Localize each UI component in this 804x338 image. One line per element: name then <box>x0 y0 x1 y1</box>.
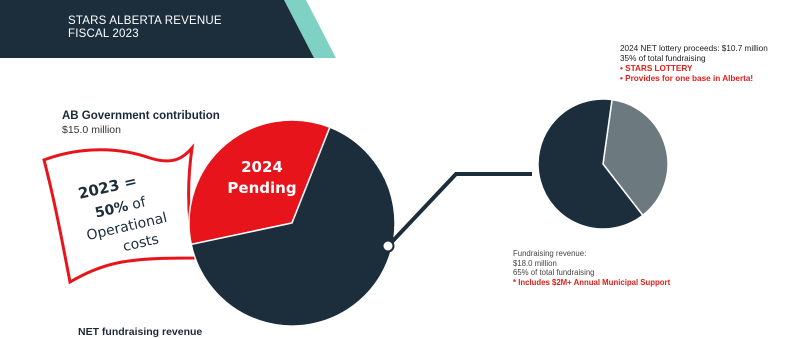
fund-line-1: Fundraising revenue: <box>513 249 587 258</box>
lottery-line-1: 2024 NET lottery proceeds: $10.7 million <box>620 44 768 53</box>
lottery-bullet-1: • STARS LOTTERY <box>620 64 693 73</box>
ab-government-value: $15.0 million <box>62 124 121 136</box>
title-line-2: FISCAL 2023 <box>68 28 139 40</box>
fundraising-annotation: Fundraising revenue: $18.0 million 65% o… <box>513 249 670 287</box>
net-fundraising-label: NET fundraising revenue <box>78 326 203 338</box>
title-line-1: STARS ALBERTA REVENUE <box>68 15 222 27</box>
header-shapes <box>0 0 336 58</box>
pie-slice-fundraising-revenue <box>537 98 644 230</box>
flag-pct: 50% <box>94 198 130 221</box>
header-navy-band <box>0 0 318 58</box>
pie-slice-net-fundraising-revenue <box>190 126 396 327</box>
ab-government-title: AB Government contribution <box>62 110 220 122</box>
flag-text-group: 2023 = 50% of Operational costs <box>76 172 168 255</box>
lottery-bullet-2: • Provides for one base in Alberta! <box>620 74 754 83</box>
flag-line-4: costs <box>121 231 160 255</box>
fund-line-2: $18.0 million <box>513 258 557 268</box>
flag-line-2: 50% of <box>94 194 149 221</box>
pie-slice-2024-net-lottery-proceeds <box>602 98 669 217</box>
pending-label-2: Pending <box>227 179 296 197</box>
pending-label-1: 2024 <box>241 158 283 176</box>
connector-node <box>381 239 395 253</box>
fund-line-4: * Includes $2M+ Annual Municipal Support <box>513 277 671 287</box>
flag-of: of <box>126 194 148 214</box>
small-pie <box>537 98 669 230</box>
pie-slice-ab-government-contribution <box>188 119 331 246</box>
header-banner: STARS ALBERTA REVENUE FISCAL 2023 <box>0 0 804 58</box>
lottery-annotation: 2024 NET lottery proceeds: $10.7 million… <box>620 44 768 84</box>
page-title: STARS ALBERTA REVENUE FISCAL 2023 <box>68 15 222 41</box>
main-pie <box>188 119 396 327</box>
header-teal-stripe <box>284 0 336 58</box>
connector-line <box>386 172 532 248</box>
fund-line-3: 65% of total fundraising <box>513 268 595 278</box>
lottery-line-2: 35% of total fundraising <box>620 54 706 63</box>
